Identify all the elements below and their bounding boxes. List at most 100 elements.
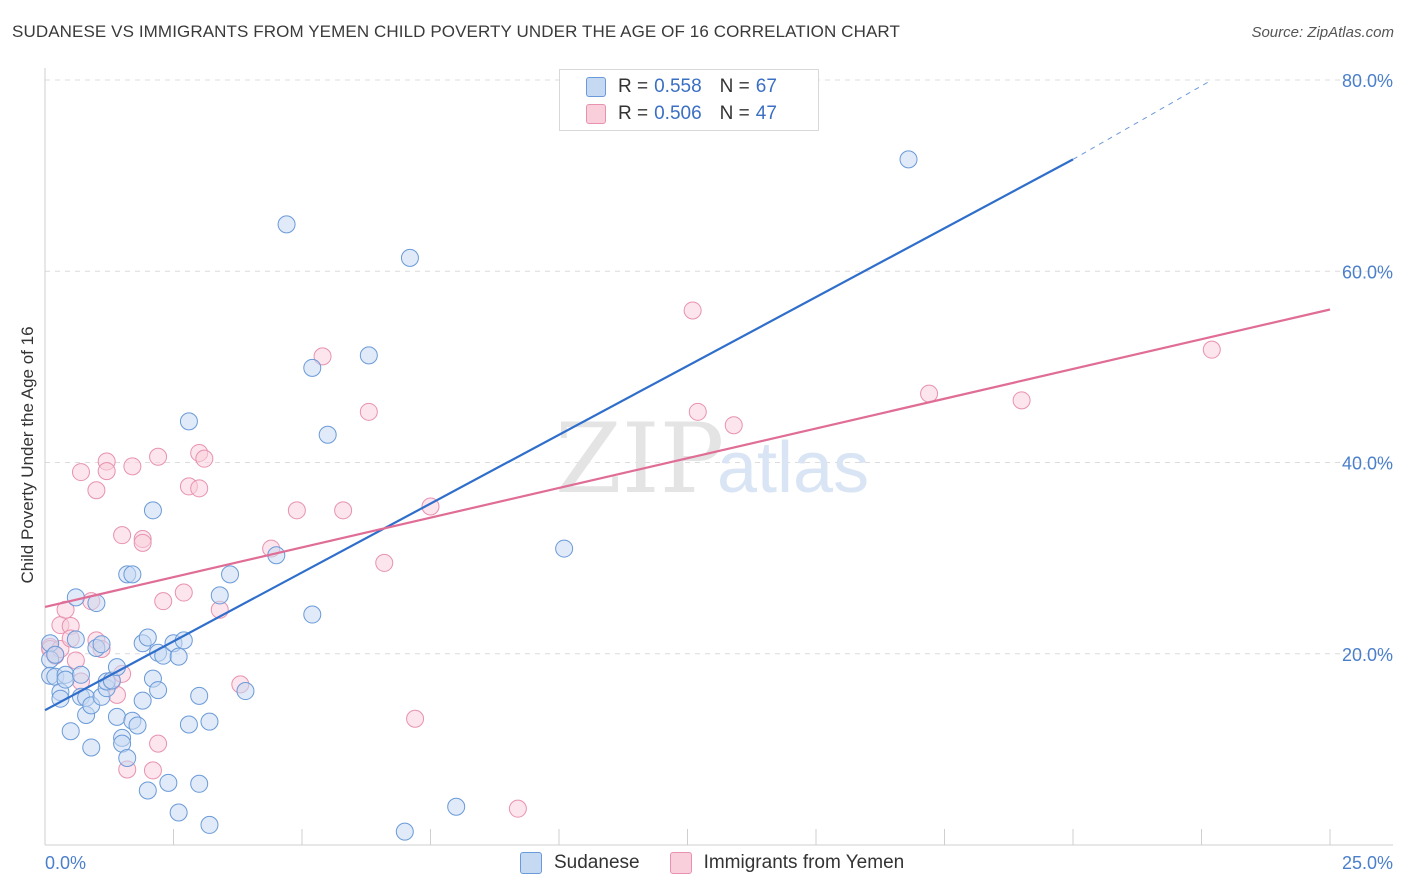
yemen-point — [920, 384, 939, 403]
series-legend: Sudanese Immigrants from Yemen — [520, 852, 934, 874]
sudanese-r-value: 0.558 — [654, 76, 702, 97]
sudanese-point — [555, 539, 574, 558]
sudanese-point — [395, 822, 414, 841]
x-tick-label: 0.0% — [45, 853, 86, 873]
axes — [44, 68, 1393, 846]
yemen-r-value: 0.506 — [654, 103, 702, 124]
yemen-point — [195, 449, 214, 468]
sudanese-point — [143, 501, 162, 520]
sudanese-point — [277, 215, 296, 234]
source-label: Source: ZipAtlas.com — [1251, 24, 1394, 41]
sudanese-point — [179, 715, 198, 734]
sudanese-point — [200, 712, 219, 731]
legend-row-yemen: R = 0.506 N = 47 — [586, 102, 777, 126]
sudanese-point — [447, 797, 466, 816]
yemen-point — [149, 447, 168, 466]
sudanese-point — [303, 605, 322, 624]
yemen-point — [375, 553, 394, 572]
sudanese-point — [107, 707, 126, 726]
yemen-n-value: 47 — [755, 103, 777, 124]
trendlines — [44, 79, 1331, 712]
chart-title: SUDANESE VS IMMIGRANTS FROM YEMEN CHILD … — [12, 22, 900, 41]
correlation-legend: R = 0.558 N = 67 R = 0.506 N = 47 — [559, 69, 819, 131]
tick-labels: 20.0% 40.0% 60.0% 80.0% 0.0% 25.0% — [45, 71, 1393, 873]
yemen-legend-label: Immigrants from Yemen — [703, 852, 905, 873]
sudanese-point — [210, 586, 229, 605]
legend-item-sudanese[interactable]: Sudanese — [520, 852, 640, 874]
yemen-legend-swatch — [669, 852, 692, 874]
sudanese-point — [190, 774, 209, 793]
sudanese-point — [190, 686, 209, 705]
legend-item-yemen[interactable]: Immigrants from Yemen — [669, 852, 905, 874]
sudanese-trendline-extension — [1072, 79, 1213, 160]
sudanese-point — [138, 781, 157, 800]
sudanese-point — [159, 773, 178, 792]
yemen-point — [149, 734, 168, 753]
sudanese-point — [133, 691, 152, 710]
yemen-point — [683, 301, 702, 320]
yemen-point — [334, 501, 353, 520]
yemen-point — [87, 481, 106, 500]
sudanese-point — [200, 815, 219, 834]
yemen-point — [113, 526, 132, 545]
yemen-point — [133, 533, 152, 552]
sudanese-point — [318, 425, 337, 444]
watermark-atlas: atlas — [717, 428, 869, 508]
sudanese-point — [899, 150, 918, 169]
sudanese-point — [71, 665, 90, 684]
yemen-point — [313, 347, 332, 366]
yemen-point — [174, 583, 193, 602]
n-label: N = — [719, 76, 750, 97]
legend-row-sudanese: R = 0.558 N = 67 — [586, 75, 777, 99]
sudanese-point — [61, 722, 80, 741]
watermark: ZIP atlas — [555, 403, 869, 515]
y-tick-label: 60.0% — [1342, 262, 1393, 282]
yemen-point — [123, 457, 142, 476]
yemen-point — [97, 462, 116, 481]
sudanese-point — [221, 565, 240, 584]
yemen-point — [508, 799, 527, 818]
sudanese-point — [56, 670, 75, 689]
sudanese-points — [41, 150, 918, 841]
yemen-point — [688, 402, 707, 421]
yemen-point — [1202, 340, 1221, 359]
sudanese-point — [174, 631, 193, 650]
sudanese-point — [169, 803, 188, 822]
yemen-point — [190, 479, 209, 498]
sudanese-n-value: 67 — [755, 76, 777, 97]
sudanese-legend-swatch — [520, 852, 542, 874]
yemen-point — [1012, 391, 1031, 410]
yemen-point — [406, 709, 425, 728]
r-label: R = — [618, 103, 649, 124]
yemen-points — [41, 301, 1221, 818]
yemen-swatch — [586, 104, 606, 124]
yemen-point — [71, 463, 90, 482]
sudanese-point — [169, 647, 188, 666]
sudanese-trendline — [44, 158, 1074, 712]
sudanese-point — [400, 248, 419, 267]
sudanese-legend-label: Sudanese — [554, 852, 640, 873]
sudanese-point — [149, 681, 168, 700]
yemen-point — [359, 402, 378, 421]
y-tick-label: 40.0% — [1342, 454, 1393, 474]
yemen-trendline — [44, 308, 1331, 608]
r-label: R = — [618, 76, 649, 97]
sudanese-point — [128, 716, 147, 735]
sudanese-point — [138, 628, 157, 647]
x-tick-label: 25.0% — [1342, 853, 1393, 873]
sudanese-point — [179, 412, 198, 431]
y-tick-label: 80.0% — [1342, 71, 1393, 91]
sudanese-point — [66, 630, 85, 649]
sudanese-point — [82, 738, 101, 757]
sudanese-point — [236, 682, 255, 701]
sudanese-point — [359, 346, 378, 365]
n-label: N = — [719, 103, 750, 124]
sudanese-swatch — [586, 77, 606, 97]
sudanese-point — [303, 358, 322, 377]
gridlines — [45, 79, 1393, 655]
yemen-point — [724, 416, 743, 435]
y-tick-label: 20.0% — [1342, 645, 1393, 665]
yemen-point — [143, 761, 162, 780]
sudanese-point — [107, 658, 126, 677]
